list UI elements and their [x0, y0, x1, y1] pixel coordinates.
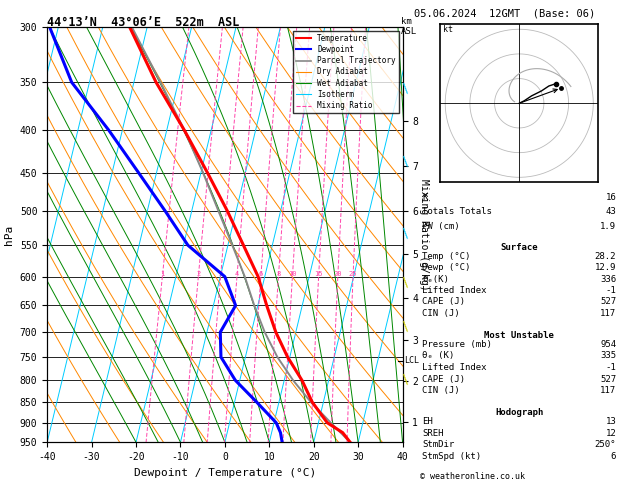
Text: 1: 1	[160, 271, 164, 277]
Text: /: /	[398, 318, 413, 333]
Text: θₑ (K): θₑ (K)	[422, 351, 455, 360]
Text: 6: 6	[259, 271, 263, 277]
Text: Most Unstable: Most Unstable	[484, 330, 554, 340]
Y-axis label: hPa: hPa	[4, 225, 14, 244]
Text: 4: 4	[235, 271, 239, 277]
Text: 3: 3	[218, 271, 223, 277]
Text: CIN (J): CIN (J)	[422, 309, 460, 318]
Text: 16: 16	[606, 193, 616, 202]
Text: Lifted Index: Lifted Index	[422, 286, 487, 295]
Text: /: /	[398, 153, 413, 168]
Text: -1: -1	[606, 363, 616, 372]
Text: Dewp (°C): Dewp (°C)	[422, 263, 470, 272]
Text: StmSpd (kt): StmSpd (kt)	[422, 452, 481, 461]
Text: 15: 15	[314, 271, 323, 277]
Text: CAPE (J): CAPE (J)	[422, 375, 465, 383]
Text: 12: 12	[606, 429, 616, 438]
Text: © weatheronline.co.uk: © weatheronline.co.uk	[420, 472, 525, 481]
Text: Lifted Index: Lifted Index	[422, 363, 487, 372]
Text: -1: -1	[606, 286, 616, 295]
Text: Hodograph: Hodograph	[495, 408, 543, 417]
Text: 25: 25	[349, 271, 357, 277]
Text: 05.06.2024  12GMT  (Base: 06): 05.06.2024 12GMT (Base: 06)	[414, 9, 595, 19]
Text: 527: 527	[600, 297, 616, 306]
Text: 6: 6	[611, 452, 616, 461]
Text: SREH: SREH	[422, 429, 444, 438]
Text: kt: kt	[443, 25, 453, 34]
Text: km
ASL: km ASL	[401, 17, 418, 36]
Text: Temp (°C): Temp (°C)	[422, 252, 470, 261]
Text: StmDir: StmDir	[422, 440, 455, 450]
Text: 250°: 250°	[594, 440, 616, 450]
Text: 1.9: 1.9	[600, 222, 616, 231]
X-axis label: Dewpoint / Temperature (°C): Dewpoint / Temperature (°C)	[134, 468, 316, 478]
Text: EH: EH	[422, 417, 433, 426]
Text: 954: 954	[600, 340, 616, 349]
Text: /: /	[398, 80, 413, 95]
Text: 117: 117	[600, 386, 616, 395]
Text: 13: 13	[606, 417, 616, 426]
Text: 2: 2	[196, 271, 201, 277]
Text: θₑ(K): θₑ(K)	[422, 275, 449, 284]
Text: 527: 527	[600, 375, 616, 383]
Text: 117: 117	[600, 309, 616, 318]
Text: K: K	[422, 193, 428, 202]
Text: LCL: LCL	[404, 356, 419, 365]
Text: 8: 8	[276, 271, 281, 277]
Y-axis label: Mixing Ratio (g/kg): Mixing Ratio (g/kg)	[420, 179, 429, 290]
Text: /: /	[398, 372, 413, 386]
Text: Pressure (mb): Pressure (mb)	[422, 340, 492, 349]
Text: CAPE (J): CAPE (J)	[422, 297, 465, 306]
Legend: Temperature, Dewpoint, Parcel Trajectory, Dry Adiabat, Wet Adiabat, Isotherm, Mi: Temperature, Dewpoint, Parcel Trajectory…	[292, 31, 399, 113]
Text: 28.2: 28.2	[594, 252, 616, 261]
Text: 20: 20	[333, 271, 342, 277]
Text: 336: 336	[600, 275, 616, 284]
Text: 44°13’N  43°06’E  522m  ASL: 44°13’N 43°06’E 522m ASL	[47, 16, 240, 29]
Text: Surface: Surface	[501, 243, 538, 252]
Text: 12.9: 12.9	[594, 263, 616, 272]
Text: CIN (J): CIN (J)	[422, 386, 460, 395]
Text: /: /	[398, 226, 413, 241]
Text: 10: 10	[288, 271, 297, 277]
Text: Totals Totals: Totals Totals	[422, 208, 492, 216]
Text: 43: 43	[606, 208, 616, 216]
Text: /: /	[398, 275, 413, 289]
Text: PW (cm): PW (cm)	[422, 222, 460, 231]
Text: 335: 335	[600, 351, 616, 360]
